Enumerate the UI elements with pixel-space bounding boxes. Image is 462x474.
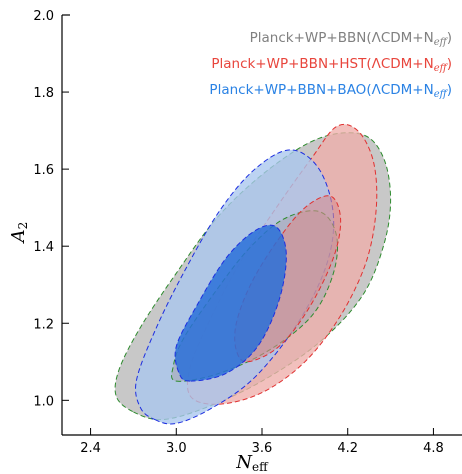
- x-tick-label: 4.8: [423, 441, 444, 456]
- y-tick-label: 1.4: [33, 240, 54, 255]
- y-tick-label: 2.0: [33, 9, 54, 24]
- planck-wp-bbn-bao-68-contour: [174, 224, 287, 382]
- y-tick-label: 1.6: [33, 163, 54, 178]
- x-axis-title: Neff: [235, 452, 269, 474]
- x-tick-label: 3.0: [166, 441, 187, 456]
- legend-entry-planck-wp-bbn-hst: Planck+WP+BBN+HST(ΛCDM+Neff): [211, 56, 452, 74]
- y-tick-label: 1.0: [33, 394, 54, 409]
- y-tick-label: 1.8: [33, 86, 54, 101]
- y-axis-title: A2: [8, 222, 30, 245]
- legend: Planck+WP+BBN(ΛCDM+Neff) Planck+WP+BBN+H…: [209, 30, 452, 100]
- x-tick-label: 4.2: [337, 441, 358, 456]
- legend-entry-planck-wp-bbn: Planck+WP+BBN(ΛCDM+Neff): [250, 30, 452, 48]
- y-tick-label: 1.2: [33, 317, 54, 332]
- legend-entry-planck-wp-bbn-bao: Planck+WP+BBN+BAO(ΛCDM+Neff): [209, 82, 452, 100]
- x-tick-label: 2.4: [80, 441, 101, 456]
- tick-labels: 2.4 3.0 3.6 4.2 4.8 1.0 1.2 1.4 1.6 1.8 2.0: [33, 9, 443, 456]
- y-axis-title-group: A2: [8, 222, 30, 245]
- axes: [61, 14, 462, 436]
- x-tick-label: 3.6: [252, 441, 273, 456]
- contour-layer: [114, 123, 392, 425]
